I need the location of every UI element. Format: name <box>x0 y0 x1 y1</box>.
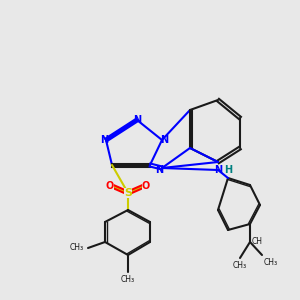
Text: S: S <box>124 188 132 198</box>
Text: CH₃: CH₃ <box>233 261 247 270</box>
Text: N: N <box>100 135 108 145</box>
Text: CH₃: CH₃ <box>121 275 135 284</box>
Text: CH: CH <box>252 238 263 247</box>
Text: N: N <box>155 165 163 175</box>
Text: CH₃: CH₃ <box>264 258 278 267</box>
Text: N: N <box>214 165 222 175</box>
Text: CH₃: CH₃ <box>70 244 84 253</box>
Text: O: O <box>106 181 114 191</box>
Text: N: N <box>160 135 168 145</box>
Text: N: N <box>133 115 141 125</box>
Text: O: O <box>142 181 150 191</box>
Text: H: H <box>224 165 232 175</box>
